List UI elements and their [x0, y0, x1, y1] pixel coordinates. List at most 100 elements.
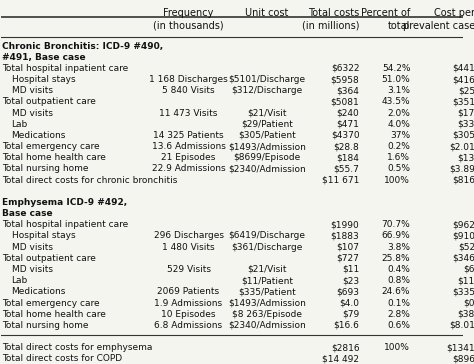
Text: 2.8%: 2.8% — [387, 310, 410, 318]
Text: $38: $38 — [458, 310, 474, 318]
Text: $28.8: $28.8 — [334, 142, 359, 151]
Text: $416: $416 — [452, 75, 474, 84]
Text: 66.9%: 66.9% — [382, 232, 410, 241]
Text: 296 Discharges: 296 Discharges — [154, 232, 224, 241]
Text: $29/Patient: $29/Patient — [241, 120, 293, 129]
Text: $107: $107 — [337, 243, 359, 252]
Text: 529 Visits: 529 Visits — [166, 265, 210, 274]
Text: $8 263/Episode: $8 263/Episode — [232, 310, 302, 318]
Text: 13.6 Admissions: 13.6 Admissions — [152, 142, 226, 151]
Text: $79: $79 — [342, 310, 359, 318]
Text: $17: $17 — [458, 108, 474, 118]
Text: $346: $346 — [452, 254, 474, 263]
Text: 2.0%: 2.0% — [387, 108, 410, 118]
Text: $11 671: $11 671 — [322, 175, 359, 185]
Text: Percent of
total: Percent of total — [361, 8, 410, 31]
Text: Total outpatient care: Total outpatient care — [2, 98, 96, 106]
Text: Base case: Base case — [2, 209, 53, 218]
Text: $0: $0 — [464, 298, 474, 308]
Text: Total hospital inpatient care: Total hospital inpatient care — [2, 64, 128, 73]
Text: 37%: 37% — [390, 131, 410, 140]
Text: $2340/Admission: $2340/Admission — [228, 321, 306, 330]
Text: Cost per
prevalent case: Cost per prevalent case — [403, 8, 474, 31]
Text: $184: $184 — [337, 153, 359, 162]
Text: Chronic Bronchitis: ICD-9 #490,: Chronic Bronchitis: ICD-9 #490, — [2, 41, 164, 51]
Text: 21 Episodes: 21 Episodes — [161, 153, 216, 162]
Text: 11 473 Visits: 11 473 Visits — [159, 108, 218, 118]
Text: MD visits: MD visits — [11, 108, 53, 118]
Text: Hospital stays: Hospital stays — [11, 75, 75, 84]
Text: $896: $896 — [452, 355, 474, 363]
Text: 54.2%: 54.2% — [382, 64, 410, 73]
Text: $3.89: $3.89 — [449, 165, 474, 173]
Text: Medications: Medications — [11, 287, 66, 296]
Text: $305: $305 — [452, 131, 474, 140]
Text: $8.01: $8.01 — [449, 321, 474, 330]
Text: Total hospital inpatient care: Total hospital inpatient care — [2, 220, 128, 229]
Text: $1883: $1883 — [331, 232, 359, 241]
Text: #491, Base case: #491, Base case — [2, 53, 86, 62]
Text: 0.4%: 0.4% — [387, 265, 410, 274]
Text: $305/Patient: $305/Patient — [238, 131, 296, 140]
Text: Total home health care: Total home health care — [2, 310, 106, 318]
Text: 0.1%: 0.1% — [387, 298, 410, 308]
Text: 0.8%: 0.8% — [387, 276, 410, 285]
Text: 70.7%: 70.7% — [382, 220, 410, 229]
Text: $5081: $5081 — [331, 98, 359, 106]
Text: $1493/Admission: $1493/Admission — [228, 298, 306, 308]
Text: 24.6%: 24.6% — [382, 287, 410, 296]
Text: $6322: $6322 — [331, 64, 359, 73]
Text: $2340/Admission: $2340/Admission — [228, 165, 306, 173]
Text: $361/Discharge: $361/Discharge — [231, 243, 303, 252]
Text: 51.0%: 51.0% — [382, 75, 410, 84]
Text: MD visits: MD visits — [11, 243, 53, 252]
Text: 4.0%: 4.0% — [387, 120, 410, 129]
Text: $910: $910 — [452, 232, 474, 241]
Text: 100%: 100% — [384, 343, 410, 352]
Text: $6: $6 — [464, 265, 474, 274]
Text: Total direct costs for COPD: Total direct costs for COPD — [2, 355, 122, 363]
Text: $335/Patient: $335/Patient — [238, 287, 296, 296]
Text: 1.6%: 1.6% — [387, 153, 410, 162]
Text: $16.6: $16.6 — [334, 321, 359, 330]
Text: $13: $13 — [458, 153, 474, 162]
Text: $21/Visit: $21/Visit — [247, 108, 287, 118]
Text: $727: $727 — [337, 254, 359, 263]
Text: Total nursing home: Total nursing home — [2, 165, 89, 173]
Text: $55.7: $55.7 — [334, 165, 359, 173]
Text: Medications: Medications — [11, 131, 66, 140]
Text: 100%: 100% — [384, 175, 410, 185]
Text: 25.8%: 25.8% — [382, 254, 410, 263]
Text: 0.6%: 0.6% — [387, 321, 410, 330]
Text: Emphysema ICD-9 #492,: Emphysema ICD-9 #492, — [2, 198, 128, 207]
Text: $1990: $1990 — [331, 220, 359, 229]
Text: Total costs
(in millions): Total costs (in millions) — [302, 8, 359, 31]
Text: $5958: $5958 — [331, 75, 359, 84]
Text: Total outpatient care: Total outpatient care — [2, 254, 96, 263]
Text: 14 325 Patients: 14 325 Patients — [153, 131, 224, 140]
Text: Frequency
(in thousands): Frequency (in thousands) — [153, 8, 224, 31]
Text: $441: $441 — [452, 64, 474, 73]
Text: $816: $816 — [452, 175, 474, 185]
Text: $25: $25 — [458, 86, 474, 95]
Text: Total nursing home: Total nursing home — [2, 321, 89, 330]
Text: $52: $52 — [458, 243, 474, 252]
Text: Total direct costs for chronic bronchitis: Total direct costs for chronic bronchiti… — [2, 175, 178, 185]
Text: MD visits: MD visits — [11, 265, 53, 274]
Text: $335: $335 — [452, 287, 474, 296]
Text: $693: $693 — [337, 287, 359, 296]
Text: $11/Patient: $11/Patient — [241, 276, 293, 285]
Text: $4.0: $4.0 — [339, 298, 359, 308]
Text: $312/Discharge: $312/Discharge — [231, 86, 303, 95]
Text: 1 480 Visits: 1 480 Visits — [162, 243, 215, 252]
Text: Lab: Lab — [11, 276, 28, 285]
Text: $240: $240 — [337, 108, 359, 118]
Text: $962: $962 — [452, 220, 474, 229]
Text: 10 Episodes: 10 Episodes — [161, 310, 216, 318]
Text: $2.01: $2.01 — [449, 142, 474, 151]
Text: 0.5%: 0.5% — [387, 165, 410, 173]
Text: $6419/Discharge: $6419/Discharge — [228, 232, 306, 241]
Text: 3.1%: 3.1% — [387, 86, 410, 95]
Text: $21/Visit: $21/Visit — [247, 265, 287, 274]
Text: Total emergency care: Total emergency care — [2, 142, 100, 151]
